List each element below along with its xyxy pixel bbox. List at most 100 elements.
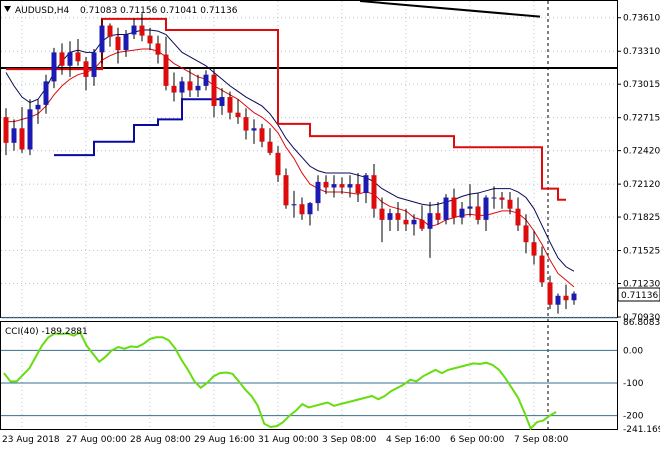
candle-body xyxy=(35,104,41,110)
cci-layer xyxy=(1,317,617,431)
candle-body xyxy=(67,52,73,66)
candle-body xyxy=(187,81,193,91)
candle-body xyxy=(363,175,369,194)
candle-body xyxy=(179,81,185,93)
candle-body xyxy=(307,203,313,215)
time-tick-label: 28 Aug 08:00 xyxy=(130,435,191,445)
candle-body xyxy=(91,52,97,77)
candle-body xyxy=(323,181,329,188)
candle-body xyxy=(339,184,345,188)
time-tick-label: 23 Aug 2018 xyxy=(2,435,60,445)
price-tick-label: 0.71825 xyxy=(623,213,660,223)
trendline xyxy=(359,0,541,18)
price-tick-label: 0.71525 xyxy=(623,247,660,257)
candle-body xyxy=(75,52,81,62)
candle-body xyxy=(227,97,233,113)
price-tick-label: 0.70930 xyxy=(623,313,660,323)
time-tick-label: 6 Sep 00:00 xyxy=(450,435,505,445)
price-tick-label: 0.71230 xyxy=(623,280,660,290)
candle-body xyxy=(139,25,145,36)
time-tick-label: 29 Aug 16:00 xyxy=(194,435,255,445)
candle-body xyxy=(531,242,537,256)
candle-body xyxy=(163,54,169,86)
grid-layer xyxy=(1,1,617,429)
candle-body xyxy=(131,25,137,35)
candle-body xyxy=(467,206,473,209)
candle-body xyxy=(547,282,553,305)
price-tick-label: 0.72715 xyxy=(623,114,660,124)
candle-body xyxy=(387,213,393,220)
candle-body xyxy=(475,206,481,220)
candle-body xyxy=(403,219,409,225)
candle-body xyxy=(267,141,273,153)
symbol-label: AUDUSD,H4 xyxy=(15,6,70,16)
cci-tick-label: -100 xyxy=(623,379,644,389)
time-tick-label: 27 Aug 00:00 xyxy=(66,435,127,445)
candle-body xyxy=(195,85,201,91)
candle-body xyxy=(259,128,265,142)
candle-body xyxy=(419,219,425,229)
candle-body xyxy=(411,219,417,225)
symbol-triangle-icon xyxy=(4,6,11,12)
candle-body xyxy=(371,175,377,209)
candle-body xyxy=(459,208,465,218)
candle-body xyxy=(83,61,89,77)
candle-body xyxy=(203,74,209,86)
price-tick-label: 0.73310 xyxy=(623,47,660,57)
symbol-header: AUDUSD,H4 0.71083 0.71156 0.71041 0.7113… xyxy=(4,6,238,16)
candle-body xyxy=(299,204,305,215)
candle-body xyxy=(107,25,113,37)
time-tick-label: 4 Sep 16:00 xyxy=(386,435,441,445)
price-tick-label: 0.72420 xyxy=(623,147,660,157)
candle-body xyxy=(219,97,225,106)
candle-body xyxy=(211,74,217,106)
candle-body xyxy=(283,175,289,206)
candle-body xyxy=(59,52,65,66)
candle-body xyxy=(171,85,177,93)
candle-body xyxy=(515,208,521,226)
candle-body xyxy=(571,293,577,301)
candle-body xyxy=(347,184,353,188)
candle-body xyxy=(275,152,281,176)
candle-body xyxy=(147,35,153,44)
blue-stop-line xyxy=(54,98,222,157)
candle-body xyxy=(355,184,361,194)
candle-body xyxy=(491,197,497,199)
candle-body xyxy=(155,43,161,55)
candle-body xyxy=(499,197,505,200)
current-price-label: 0.71136 xyxy=(621,291,658,301)
price-tick-label: 0.73610 xyxy=(623,14,660,24)
candle-body xyxy=(11,128,17,143)
candle-body xyxy=(395,213,401,220)
candle-body xyxy=(99,25,105,53)
cci-panel-frame xyxy=(0,321,618,430)
price-tick-label: 0.72120 xyxy=(623,180,660,190)
candle-body xyxy=(443,197,449,220)
axis-layer: 0.73610 0.73310 0.73015 0.72715 0.72420 0.721… xyxy=(2,14,660,445)
candle-body xyxy=(331,184,337,188)
cci-tick-label: -241.1699 xyxy=(623,425,660,435)
candle-body xyxy=(291,204,297,206)
main-panel-frame xyxy=(0,0,618,318)
candle-body xyxy=(51,52,57,82)
candle-body xyxy=(435,213,441,220)
candles-layer xyxy=(3,13,577,314)
price-tick-label: 0.73015 xyxy=(623,80,660,90)
candle-body xyxy=(235,112,241,118)
candle-body xyxy=(315,181,321,204)
candle-body xyxy=(19,128,25,150)
candle-body xyxy=(555,295,561,305)
current-price-marker: 0.71136 xyxy=(617,287,660,302)
candle-body xyxy=(379,208,385,220)
candle-body xyxy=(251,128,257,131)
cci-line xyxy=(3,331,557,431)
candle-body xyxy=(123,34,129,51)
cci-tick-label: -200 xyxy=(623,412,644,422)
time-tick-label: 3 Sep 08:00 xyxy=(322,435,377,445)
candle-body xyxy=(115,36,121,51)
candle-body xyxy=(507,199,513,209)
candle-body xyxy=(427,213,433,229)
candle-body xyxy=(27,109,33,150)
